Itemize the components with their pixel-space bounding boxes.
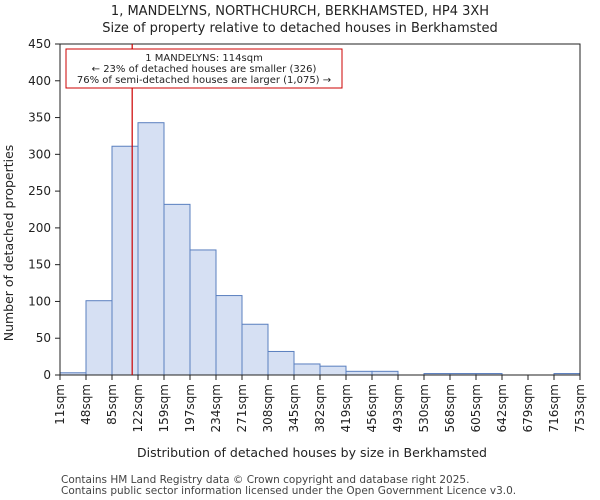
x-tick-label: 197sqm <box>183 384 197 432</box>
y-tick-label: 150 <box>28 258 51 272</box>
y-tick-label: 50 <box>36 331 51 345</box>
x-tick-label: 716sqm <box>547 384 561 432</box>
histogram-bar <box>267 350 295 376</box>
histogram-bar <box>85 300 113 376</box>
x-tick-label: 382sqm <box>313 384 327 432</box>
histogram-bar <box>371 370 399 376</box>
y-tick-label: 0 <box>43 368 51 382</box>
plot-frame <box>59 43 581 376</box>
y-tick-label: 400 <box>28 74 51 88</box>
x-tick-label: 530sqm <box>417 384 431 432</box>
chart-title-line1: 1, MANDELYNS, NORTHCHURCH, BERKHAMSTED, … <box>111 4 489 19</box>
x-axis-label: Distribution of detached houses by size … <box>137 445 487 460</box>
x-tick-label: 456sqm <box>365 384 379 432</box>
annotation-line3: 76% of semi-detached houses are larger (… <box>77 75 331 86</box>
x-tick-label: 159sqm <box>157 384 171 432</box>
annotation-line2: ← 23% of detached houses are smaller (32… <box>92 64 317 75</box>
x-tick-label: 271sqm <box>235 384 249 432</box>
histogram-bar <box>345 370 373 376</box>
footer-line2: Contains public sector information licen… <box>61 485 517 497</box>
x-tick-label: 493sqm <box>391 384 405 432</box>
x-tick-label: 419sqm <box>339 384 353 432</box>
histogram-bar <box>215 295 243 376</box>
x-tick-label: 234sqm <box>209 384 223 432</box>
footer-line1: Contains HM Land Registry data © Crown c… <box>61 474 470 486</box>
histogram-bar <box>163 203 191 376</box>
y-axis-ticks: 0 50 100 150 200 250 300 350 400 450 <box>28 37 60 382</box>
y-tick-label: 100 <box>28 294 51 308</box>
annotation-line1: 1 MANDELYNS: 114sqm <box>145 53 263 64</box>
y-tick-label: 200 <box>28 221 51 235</box>
histogram-bar <box>293 363 321 376</box>
x-tick-label: 605sqm <box>469 384 483 432</box>
histogram-bar <box>189 249 217 376</box>
histogram-bar <box>241 323 269 376</box>
y-axis-label: Number of detached properties <box>1 145 16 342</box>
x-tick-label: 48sqm <box>79 384 93 425</box>
x-tick-label: 308sqm <box>261 384 275 432</box>
x-tick-label: 345sqm <box>287 384 301 432</box>
x-tick-label: 753sqm <box>573 384 587 432</box>
y-tick-label: 350 <box>28 111 51 125</box>
x-tick-label: 122sqm <box>131 384 145 432</box>
x-tick-label: 85sqm <box>105 384 119 425</box>
histogram-bar <box>111 145 139 376</box>
x-tick-label: 679sqm <box>521 384 535 432</box>
histogram-bar <box>137 122 165 376</box>
x-tick-label: 642sqm <box>495 384 509 432</box>
chart-title-line2: Size of property relative to detached ho… <box>102 21 498 36</box>
x-axis-ticks: 11sqm 48sqm 85sqm 122sqm 159sqm 197sqm 234sqm 2… <box>53 375 587 432</box>
histogram-bar <box>319 365 347 376</box>
y-tick-label: 250 <box>28 184 51 198</box>
histogram-bars <box>59 122 581 376</box>
x-tick-label: 11sqm <box>53 384 67 425</box>
y-tick-label: 300 <box>28 147 51 161</box>
annotation-box: 1 MANDELYNS: 114sqm ← 23% of detached ho… <box>65 48 343 89</box>
x-tick-label: 568sqm <box>443 384 457 432</box>
y-tick-label: 450 <box>28 37 51 51</box>
